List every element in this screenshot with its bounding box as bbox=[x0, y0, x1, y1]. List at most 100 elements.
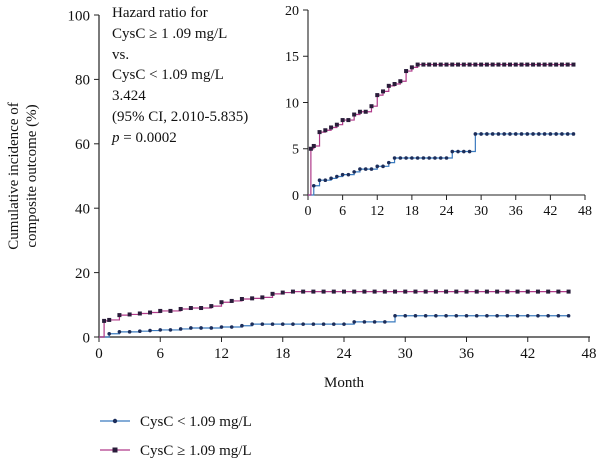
p-value-text: = 0.0002 bbox=[119, 129, 177, 146]
inset-point-high bbox=[317, 130, 322, 135]
main-point-high bbox=[321, 289, 326, 294]
legend-item-low: CysC < 1.09 mg/L bbox=[100, 414, 252, 430]
inset-point-low bbox=[467, 149, 472, 154]
main-point-low bbox=[464, 313, 469, 318]
inset-point-high bbox=[308, 146, 313, 151]
y-axis-label-line2: composite outcome (%) bbox=[24, 104, 40, 247]
main-point-low bbox=[311, 322, 316, 326]
inset-point-high bbox=[525, 62, 530, 67]
main-point-high bbox=[301, 289, 306, 294]
main-point-high bbox=[444, 289, 449, 294]
inset-point-high bbox=[519, 62, 524, 67]
inset-point-low bbox=[438, 156, 443, 160]
main-ytick-label: 0 bbox=[83, 330, 91, 346]
main-point-low bbox=[280, 322, 285, 326]
main-point-low bbox=[525, 313, 530, 318]
inset-point-low bbox=[421, 156, 426, 160]
inset-point-low bbox=[363, 167, 368, 171]
main-point-high bbox=[250, 296, 255, 301]
main-point-high bbox=[342, 289, 346, 294]
main-point-low bbox=[107, 331, 112, 336]
inset-xtick-label: 12 bbox=[370, 204, 384, 219]
main-point-high bbox=[505, 289, 510, 294]
inset-point-low bbox=[398, 156, 403, 160]
inset-point-high bbox=[329, 125, 334, 130]
inset-point-high bbox=[415, 62, 420, 67]
inset-point-high bbox=[392, 82, 397, 86]
main-xtick-label: 30 bbox=[398, 346, 413, 362]
inset-point-low bbox=[554, 132, 558, 136]
main-ytick-label: 20 bbox=[75, 266, 90, 282]
inset-point-low bbox=[427, 156, 431, 160]
inset-xtick-label: 6 bbox=[339, 204, 346, 219]
annotation-line-4: CysC < 1.09 mg/L bbox=[112, 67, 224, 84]
inset-point-low bbox=[479, 132, 483, 136]
main-point-high bbox=[290, 289, 295, 294]
main-point-high bbox=[178, 306, 183, 311]
main-point-high bbox=[107, 317, 112, 322]
main-point-low bbox=[321, 322, 326, 326]
main-point-high bbox=[199, 306, 204, 311]
inset-point-high bbox=[542, 62, 547, 67]
inset-point-low bbox=[513, 132, 518, 136]
main-point-low bbox=[372, 320, 377, 324]
main-point-high bbox=[454, 289, 459, 294]
main-point-high bbox=[515, 289, 520, 294]
inset-point-high bbox=[311, 143, 316, 148]
main-ytick-label: 100 bbox=[68, 8, 91, 24]
inset-point-low bbox=[473, 132, 478, 136]
main-point-low bbox=[434, 313, 438, 318]
inset-point-high bbox=[427, 62, 432, 67]
inset-point-high bbox=[565, 62, 570, 67]
main-point-high bbox=[464, 289, 469, 294]
main-point-high bbox=[474, 289, 479, 294]
inset-point-high bbox=[404, 69, 409, 74]
main-ytick-label: 80 bbox=[75, 73, 90, 89]
main-point-low bbox=[383, 320, 387, 324]
annotation-line-6: (95% CI, 2.010-5.835) bbox=[112, 108, 249, 125]
main-point-low bbox=[485, 313, 489, 318]
inset-point-low bbox=[519, 132, 524, 136]
inset-point-low bbox=[329, 176, 333, 181]
main-point-low bbox=[331, 322, 336, 326]
main-ytick-label: 40 bbox=[75, 201, 90, 217]
inset-point-high bbox=[479, 62, 484, 67]
inset-ticks: 0 6 12 18 24 30 36 42 48 0 5 10 15 20 bbox=[285, 4, 592, 219]
inset-point-low bbox=[369, 167, 374, 171]
main-point-low bbox=[240, 323, 244, 328]
main-point-low bbox=[352, 320, 357, 324]
annotation-p-value: p = 0.0002 bbox=[112, 128, 248, 149]
inset-point-low bbox=[433, 156, 437, 160]
inset-point-high bbox=[386, 83, 391, 88]
main-point-low bbox=[454, 313, 459, 318]
inset-point-high bbox=[536, 62, 541, 67]
p-symbol: p bbox=[112, 129, 120, 146]
inset-point-low bbox=[560, 132, 564, 136]
main-point-high bbox=[260, 295, 265, 300]
inset-point-low bbox=[444, 156, 449, 160]
main-point-high bbox=[219, 300, 224, 305]
legend-item-high: CysC ≥ 1.09 mg/L bbox=[100, 443, 252, 459]
inset-point-high bbox=[467, 62, 472, 67]
main-point-low bbox=[362, 320, 367, 324]
main-xtick-label: 0 bbox=[95, 346, 103, 362]
main-point-high bbox=[535, 289, 540, 294]
legend-label-high: CysC ≥ 1.09 mg/L bbox=[140, 443, 252, 459]
main-point-high bbox=[403, 289, 408, 294]
main-point-high bbox=[495, 289, 500, 294]
inset-point-low bbox=[502, 132, 507, 136]
inset-point-low bbox=[404, 156, 408, 160]
inset-point-high bbox=[363, 109, 368, 114]
annotation-line-5: 3.424 bbox=[112, 88, 146, 105]
main-series-line-low bbox=[99, 315, 569, 338]
main-xtick-label: 6 bbox=[157, 346, 165, 362]
inset-point-low bbox=[415, 156, 420, 160]
inset-point-low bbox=[548, 132, 553, 136]
inset-point-high bbox=[381, 89, 386, 94]
inset-point-low bbox=[311, 183, 316, 188]
inset-point-low bbox=[335, 174, 339, 179]
inset-point-high bbox=[456, 62, 461, 67]
